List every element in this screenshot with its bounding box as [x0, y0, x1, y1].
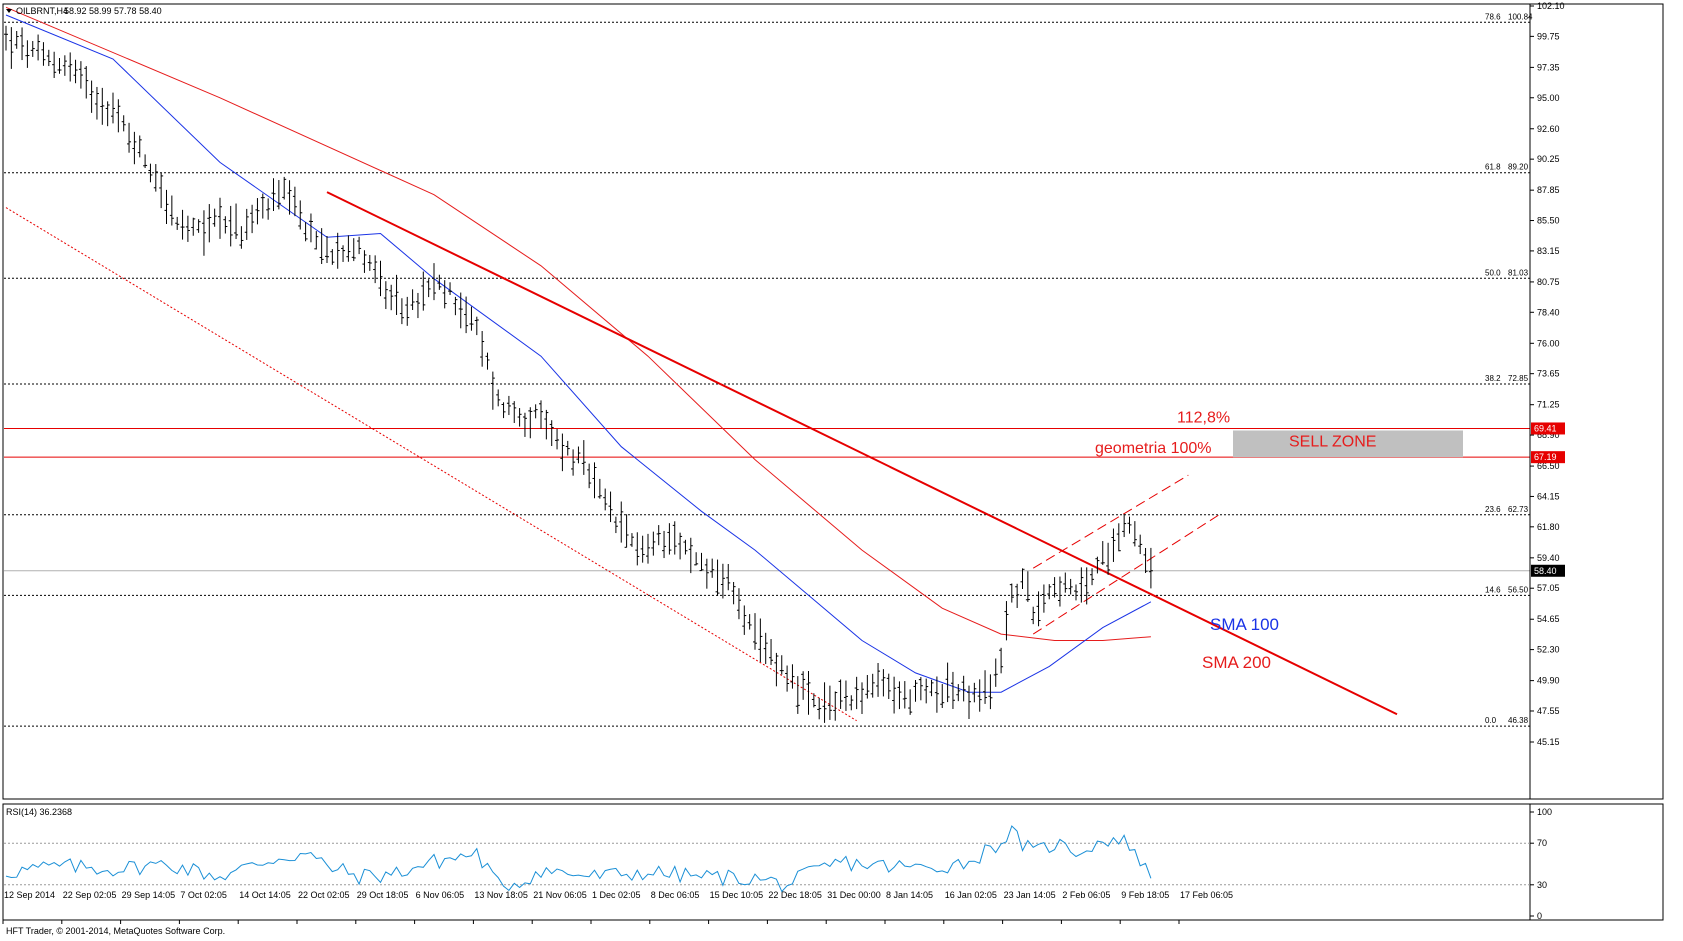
sma100-line: [5, 14, 1152, 693]
annotation-geometria-100: geometria 100%: [1095, 440, 1212, 457]
fib-level-value: 89.20: [1508, 163, 1529, 172]
price-tick-label: 71.25: [1537, 400, 1560, 410]
footer-copyright: HFT Trader, © 2001-2014, MetaQuotes Soft…: [6, 926, 225, 936]
time-tick-label: 9 Feb 18:05: [1121, 890, 1169, 900]
time-axis: 12 Sep 2014 22 Sep 02:05 29 Sep 14:05 7 Oct…: [2, 890, 1663, 924]
time-tick-label: 7 Oct 02:05: [180, 890, 227, 900]
price-tick-label: 59.40: [1537, 553, 1560, 563]
time-tick-label: 22 Sep 02:05: [63, 890, 117, 900]
annotation-sma100: SMA 100: [1210, 615, 1279, 634]
rsi-layer: 100 70 30 0: [4, 807, 1552, 921]
price-tick-label: 85.50: [1537, 216, 1560, 226]
red-level-box: [1531, 451, 1565, 464]
price-tick-label: 66.50: [1537, 461, 1560, 471]
time-tick-label: 1 Dec 02:05: [592, 890, 641, 900]
sell-zone-box: [1233, 430, 1463, 458]
downtrend-line: [326, 191, 1398, 716]
triangle-down-icon[interactable]: [6, 9, 12, 13]
fib-level-value: 72.85: [1508, 374, 1529, 383]
candles-layer: [4, 25, 1153, 723]
fib-level-ratio: 61.8: [1485, 163, 1501, 172]
chart-ohlc: 58.92 58.99 57.78 58.40: [64, 6, 162, 16]
red-level-box: [1531, 422, 1565, 435]
time-tick-label: 8 Jan 14:05: [886, 890, 933, 900]
fib-level-ratio: 78.6: [1485, 12, 1501, 21]
price-tick-label: 57.05: [1537, 583, 1560, 593]
time-tick-label: 29 Oct 18:05: [357, 890, 409, 900]
time-tick-label: 31 Dec 00:00: [827, 890, 881, 900]
time-tick-label: 22 Dec 18:05: [768, 890, 822, 900]
fib-level-value: 100.84: [1508, 12, 1533, 21]
price-tick-label: 87.85: [1537, 185, 1560, 195]
red-level-value: 67.19: [1534, 452, 1557, 462]
fib-level-value: 46.38: [1508, 716, 1529, 725]
time-tick-label: 6 Nov 06:05: [416, 890, 465, 900]
price-tick-label: 95.00: [1537, 93, 1560, 103]
fib-level-ratio: 38.2: [1485, 374, 1501, 383]
fib-level-value: 62.73: [1508, 505, 1529, 514]
time-tick-label: 21 Nov 06:05: [533, 890, 587, 900]
price-tick-label: 61.80: [1537, 522, 1560, 532]
price-tick-label: 49.90: [1537, 676, 1560, 686]
rsi-tick-label: 30: [1537, 880, 1547, 890]
last-price-box: [1531, 564, 1565, 577]
time-tick-label: 8 Dec 06:05: [651, 890, 700, 900]
fib-level-ratio: 50.0: [1485, 268, 1501, 277]
time-tick-label: 22 Oct 02:05: [298, 890, 350, 900]
price-tick-label: 90.25: [1537, 154, 1560, 164]
channel-dotted-line: [5, 207, 857, 722]
fib-level-ratio: 0.0: [1485, 716, 1497, 725]
rsi-tick-label: 100: [1537, 807, 1552, 817]
price-tick-label: 78.40: [1537, 307, 1560, 317]
fib-level-ratio: 23.6: [1485, 505, 1501, 514]
price-tick-label: 92.60: [1537, 124, 1560, 134]
last-price-value: 58.40: [1534, 566, 1557, 576]
price-tick-label: 102.10: [1537, 1, 1565, 11]
price-tick-label: 99.75: [1537, 31, 1560, 41]
time-tick-label: 15 Dec 10:05: [710, 890, 764, 900]
fib-level-value: 81.03: [1508, 268, 1529, 277]
channel-lower-dashed-line: [1032, 513, 1221, 635]
fib-level-ratio: 14.6: [1485, 585, 1501, 594]
annotation-112-8: 112,8%: [1177, 409, 1230, 426]
rsi-title: RSI(14) 36.2368: [6, 807, 72, 817]
price-tick-label: 54.65: [1537, 614, 1560, 624]
price-tick-label: 47.55: [1537, 706, 1560, 716]
time-tick-label: 17 Feb 06:05: [1180, 890, 1233, 900]
price-tick-label: 45.15: [1537, 737, 1560, 747]
annotations-layer: 112,8% geometria 100% SELL ZONE SMA 100 SMA …: [1095, 409, 1376, 672]
chart-symbol: OILBRNT,H4: [16, 6, 68, 16]
time-tick-label: 29 Sep 14:05: [122, 890, 176, 900]
price-tick-label: 52.30: [1537, 645, 1560, 655]
price-tick-label: 64.15: [1537, 491, 1560, 501]
price-tick-label: 97.35: [1537, 62, 1560, 72]
rsi-tick-label: 0: [1537, 911, 1542, 921]
main-pane-frame: [2, 3, 1664, 800]
sell-zone-layer: [1233, 430, 1463, 458]
rsi-line: [5, 825, 1152, 893]
time-tick-label: 16 Jan 02:05: [945, 890, 997, 900]
channel-upper-dashed-line: [1032, 474, 1189, 569]
annotation-sell-zone: SELL ZONE: [1289, 433, 1376, 450]
rsi-tick-label: 70: [1537, 838, 1547, 848]
price-tick-label: 68.90: [1537, 430, 1560, 440]
price-tick-label: 80.75: [1537, 277, 1560, 287]
annotation-sma200: SMA 200: [1202, 653, 1271, 672]
price-tick-label: 73.65: [1537, 369, 1560, 379]
fib-level-value: 56.50: [1508, 585, 1529, 594]
time-tick-label: 14 Oct 14:05: [239, 890, 291, 900]
time-tick-label: 12 Sep 2014: [4, 890, 55, 900]
sma200-line: [5, 6, 1151, 641]
overlay-lines-layer: [5, 6, 1398, 722]
time-tick-label: 23 Jan 14:05: [1004, 890, 1056, 900]
price-axis: 102.10 99.75 97.35 95.00 92.60 90.25 87.85 85.5…: [1529, 1, 1565, 920]
time-tick-label: 2 Feb 06:05: [1062, 890, 1110, 900]
time-tick-label: 13 Nov 18:05: [474, 890, 528, 900]
price-tick-label: 76.00: [1537, 338, 1560, 348]
red-level-value: 69.41: [1534, 423, 1557, 433]
price-tick-label: 83.15: [1537, 246, 1560, 256]
